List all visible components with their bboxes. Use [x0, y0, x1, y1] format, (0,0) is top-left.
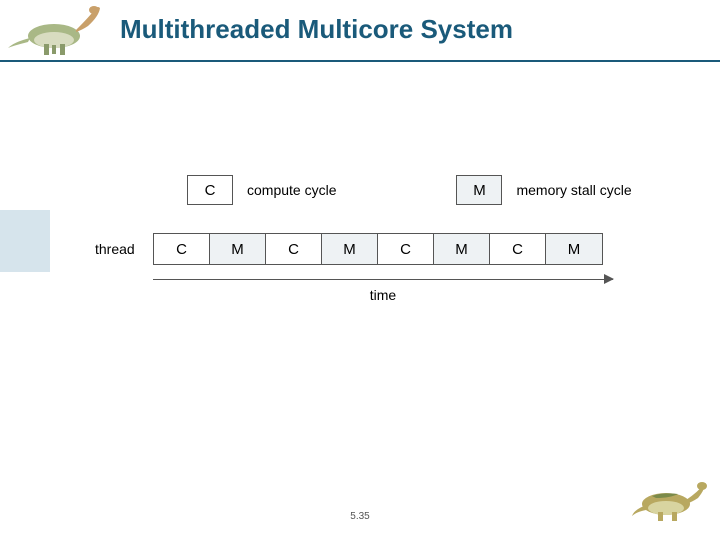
dinosaur-right-icon	[632, 476, 710, 522]
legend-compute-label: compute cycle	[247, 182, 336, 198]
left-sidebar-accent	[0, 210, 50, 272]
thread-cell-5: M	[434, 234, 490, 264]
thread-cell-6: C	[490, 234, 546, 264]
thread-cell-2: C	[266, 234, 322, 264]
time-label: time	[370, 287, 396, 303]
thread-timeline: CMCMCMCM	[153, 233, 603, 265]
thread-cell-1: M	[210, 234, 266, 264]
legend-memory-box: M	[456, 175, 502, 205]
slide-title: Multithreaded Multicore System	[120, 14, 513, 45]
time-arrow-head	[604, 274, 614, 284]
legend-row: C compute cycle M memory stall cycle	[187, 175, 655, 205]
thread-cell-4: C	[378, 234, 434, 264]
legend-memory-label: memory stall cycle	[516, 182, 631, 198]
time-axis: time	[153, 273, 613, 297]
thread-row: thread CMCMCMCM	[95, 233, 655, 265]
legend-compute-box: C	[187, 175, 233, 205]
slide-number: 5.35	[350, 511, 369, 522]
thread-cycle-diagram: C compute cycle M memory stall cycle thr…	[95, 175, 655, 297]
slide-header: Multithreaded Multicore System	[0, 0, 720, 62]
thread-cell-3: M	[322, 234, 378, 264]
thread-cell-0: C	[154, 234, 210, 264]
time-arrow-line	[153, 279, 613, 280]
dinosaur-left-icon	[6, 2, 106, 56]
thread-label: thread	[95, 241, 145, 257]
thread-cell-7: M	[546, 234, 602, 264]
